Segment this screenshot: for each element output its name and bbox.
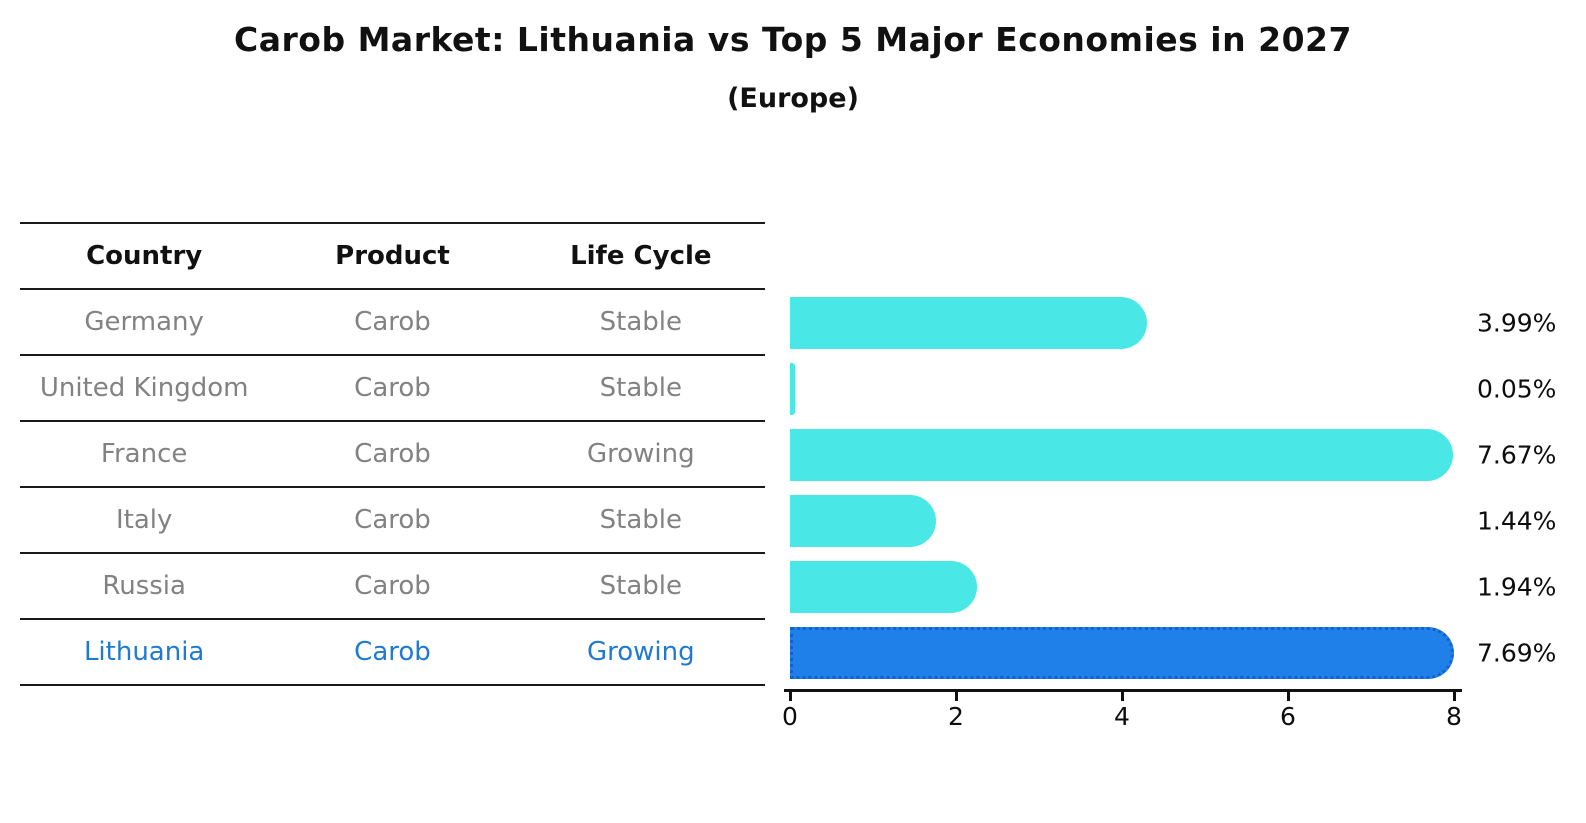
cell-life-cycle: Growing: [586, 637, 695, 667]
bar-germany: [790, 297, 1147, 349]
cell-country: France: [100, 439, 188, 469]
cell-product: Carob: [354, 439, 431, 469]
table-row-russia: Russia Carob Stable: [20, 554, 765, 620]
cell-product: Carob: [354, 637, 431, 667]
chart-subtitle: (Europe): [727, 83, 859, 114]
cell-life-cycle: Stable: [599, 505, 682, 535]
bar-plot: 3.99% 0.05% 7.67% 1.44% 1.94% 7.69%: [790, 290, 1570, 686]
table-row-lithuania: Lithuania Carob Growing: [20, 620, 765, 686]
bar-value-label-france: 7.67%: [1477, 440, 1557, 470]
bar-value-label-italy: 1.44%: [1477, 506, 1557, 536]
x-axis-tick-2: [955, 691, 958, 701]
cell-country: Russia: [102, 571, 186, 601]
x-axis-tick-0: [789, 691, 792, 701]
table-row-france: France Carob Growing: [20, 422, 765, 488]
x-axis-tick-8: [1453, 691, 1456, 701]
cell-life-cycle: Stable: [599, 307, 682, 337]
cell-life-cycle: Growing: [586, 439, 695, 469]
cell-life-cycle: Stable: [599, 373, 682, 403]
cell-life-cycle: Stable: [599, 571, 682, 601]
x-axis-tick-label-0: 0: [782, 702, 798, 731]
x-axis-tick-label-6: 6: [1280, 702, 1296, 731]
x-axis-tick-label-8: 8: [1446, 702, 1462, 731]
cell-country: Lithuania: [83, 637, 205, 667]
table-row-germany: Germany Carob Stable: [20, 290, 765, 356]
x-axis-tick-4: [1121, 691, 1124, 701]
x-axis-tick-6: [1287, 691, 1290, 701]
table-row-italy: Italy Carob Stable: [20, 488, 765, 554]
table-row-united-kingdom: United Kingdom Carob Stable: [20, 356, 765, 422]
bar-value-label-germany: 3.99%: [1477, 308, 1557, 338]
bar-value-label-united-kingdom: 0.05%: [1477, 374, 1557, 404]
cell-product: Carob: [354, 571, 431, 601]
header-product: Product: [335, 241, 450, 271]
country-table: Country Product Life Cycle Germany Carob S…: [20, 222, 765, 686]
x-axis-tick-label-4: 4: [1114, 702, 1130, 731]
cell-country: United Kingdom: [39, 373, 249, 403]
bar-france: [790, 429, 1453, 481]
cell-product: Carob: [354, 505, 431, 535]
bar-value-label-russia: 1.94%: [1477, 572, 1557, 602]
bar-united-kingdom: [790, 363, 795, 415]
header-country: Country: [86, 241, 203, 271]
bar-italy: [790, 495, 936, 547]
x-axis-tick-label-2: 2: [948, 702, 964, 731]
cell-product: Carob: [354, 373, 431, 403]
cell-country: Italy: [115, 505, 173, 535]
x-axis-line: [784, 689, 1462, 692]
cell-country: Germany: [84, 307, 204, 337]
chart-title: Carob Market: Lithuania vs Top 5 Major E…: [234, 20, 1352, 59]
table-header-row: Country Product Life Cycle: [20, 224, 765, 290]
bar-lithuania: [790, 627, 1454, 679]
cell-product: Carob: [354, 307, 431, 337]
bar-value-label-lithuania: 7.69%: [1477, 638, 1557, 668]
header-life-cycle: Life Cycle: [570, 241, 712, 271]
bar-russia: [790, 561, 977, 613]
